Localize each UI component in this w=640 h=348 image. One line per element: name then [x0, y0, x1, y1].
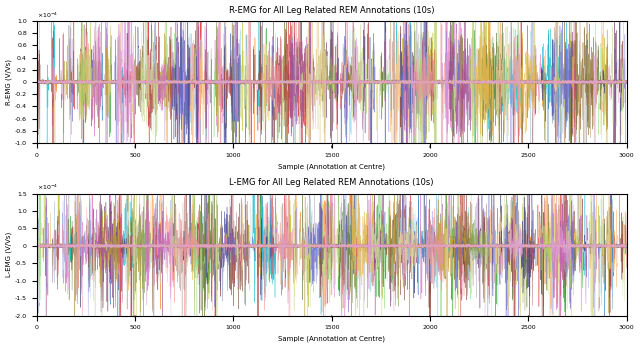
Text: $\times10^{-4}$: $\times10^{-4}$	[36, 183, 58, 192]
Y-axis label: R-EMG (V/Vs): R-EMG (V/Vs)	[6, 59, 12, 105]
Text: $\times10^{-4}$: $\times10^{-4}$	[36, 10, 58, 20]
X-axis label: Sample (Annotation at Centre): Sample (Annotation at Centre)	[278, 336, 385, 342]
Title: L-EMG for All Leg Related REM Annotations (10s): L-EMG for All Leg Related REM Annotation…	[229, 178, 434, 187]
Title: R-EMG for All Leg Related REM Annotations (10s): R-EMG for All Leg Related REM Annotation…	[229, 6, 435, 15]
Y-axis label: L-EMG (V/Vs): L-EMG (V/Vs)	[6, 232, 12, 277]
X-axis label: Sample (Annotation at Centre): Sample (Annotation at Centre)	[278, 163, 385, 170]
